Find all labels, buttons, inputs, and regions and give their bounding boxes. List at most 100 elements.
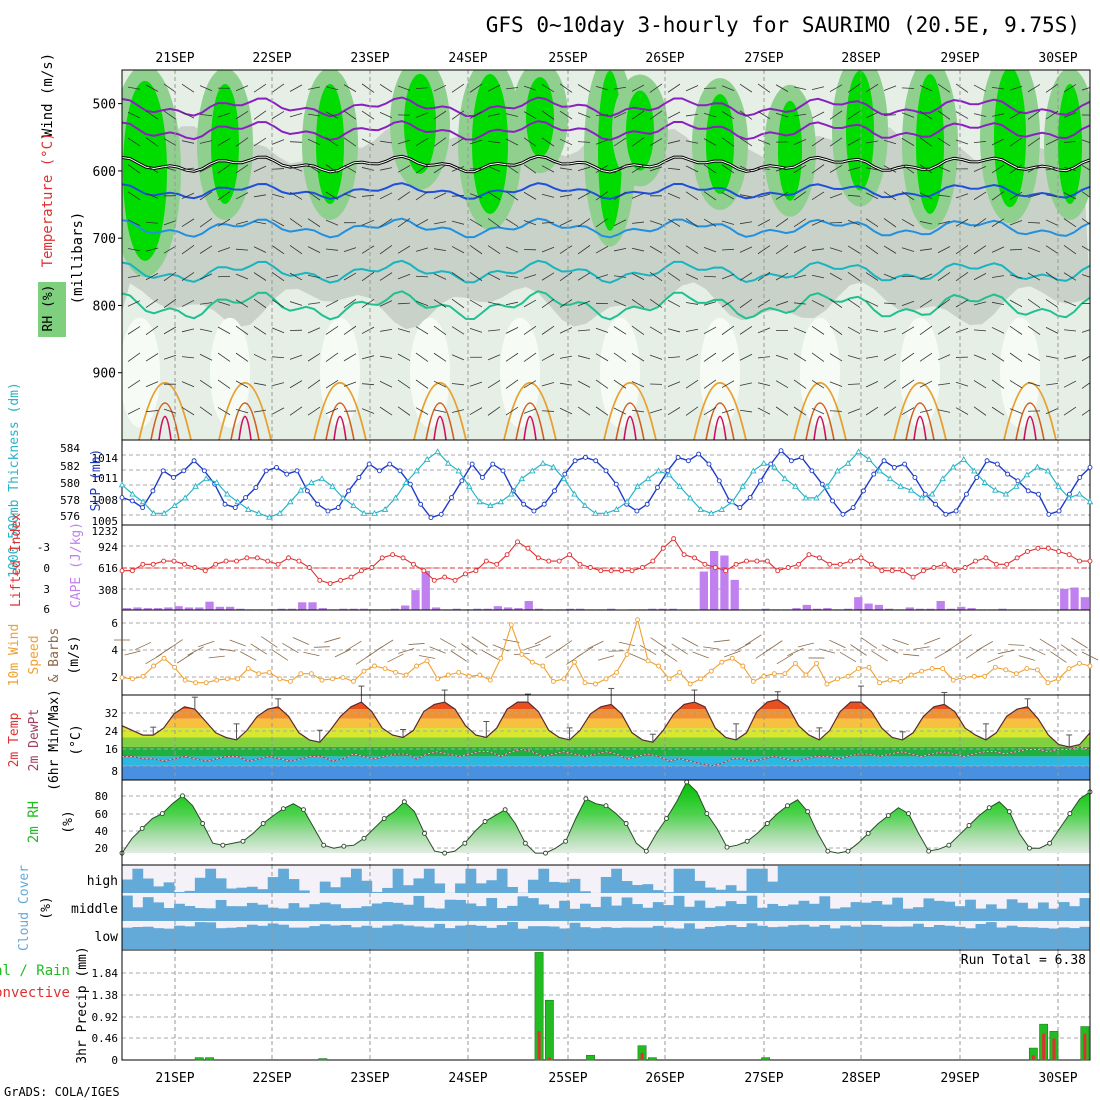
wind-barb (776, 653, 794, 665)
cloud-bar (142, 897, 154, 921)
cloud-bar (715, 906, 727, 921)
cloud-row-label: high (87, 874, 118, 889)
wind-barb (181, 167, 195, 171)
wind-barb (639, 644, 657, 656)
wind-speed-point (487, 677, 493, 683)
wind-speed-point (540, 663, 546, 669)
wind-barb (181, 83, 195, 93)
cape-bar (153, 608, 163, 610)
wind-barb (451, 298, 465, 309)
cloud-bar (684, 906, 695, 921)
cloud-bar (913, 866, 924, 893)
wind-barb (865, 272, 879, 281)
wind-barb (721, 299, 735, 308)
wind-barb (631, 110, 645, 120)
cloud-bar (392, 868, 404, 893)
wind-barb (303, 651, 320, 657)
wind-barb (145, 325, 159, 335)
slp-point (644, 501, 650, 507)
lifted-index-point (962, 565, 968, 570)
wind-speed-point (887, 677, 893, 683)
cloud-bar (1017, 902, 1028, 921)
thickness-point (171, 502, 178, 509)
wind-speed-point (214, 677, 220, 683)
wind-barb (451, 326, 465, 335)
cloud-bar (122, 927, 133, 949)
wind-barb (577, 300, 591, 307)
cape-tick: 1232 (92, 525, 119, 538)
cape-bar (967, 608, 976, 610)
wind-barb (235, 85, 249, 92)
wind-barb (487, 354, 501, 361)
thickness-point (539, 459, 547, 466)
wind-barb (307, 353, 321, 362)
cloud-bar (444, 928, 456, 949)
cloud-bar (808, 926, 820, 949)
date-label: 27SEP (744, 51, 783, 66)
wind-barb (881, 644, 899, 654)
footer-credit: GrADS: COLA/IGES (4, 1085, 120, 1099)
wind-axis-label-d: (m/s) (67, 635, 82, 674)
cloud-bar (496, 925, 508, 949)
wind-barb (667, 407, 681, 416)
wind-barb (631, 299, 645, 308)
wind-barb (469, 327, 483, 333)
cloud-bar (163, 882, 175, 893)
wind-barb (703, 301, 717, 306)
cloud-bar (840, 907, 852, 921)
wind-barb (1009, 352, 1023, 362)
wind-barb (487, 245, 501, 255)
wind-barb (631, 164, 645, 174)
wind-barb (541, 137, 555, 147)
wind-barb (1009, 85, 1023, 91)
contour-20 (122, 290, 1090, 321)
wind-barb (667, 299, 681, 308)
slp-point (943, 511, 949, 517)
wind-barb (847, 355, 861, 360)
cape-bar (298, 602, 307, 610)
cloud-bar (382, 887, 394, 893)
wind-barb (937, 298, 951, 309)
cloud-bar (923, 926, 935, 949)
cloud-bar (621, 927, 633, 949)
cloud-bar (361, 906, 373, 921)
thickness-point (676, 482, 683, 489)
wind-barb (847, 271, 861, 282)
wind-barb (289, 354, 303, 360)
wind-barb (757, 219, 771, 227)
wind-barb (629, 653, 646, 661)
wind-barb (198, 640, 215, 648)
cloud-bar (1058, 866, 1070, 893)
panel-frame (121, 949, 1091, 1061)
slp-point (1036, 491, 1041, 497)
wind-barb (534, 635, 552, 645)
wind-barb (631, 192, 645, 199)
thickness-point (907, 486, 915, 493)
dry-column (900, 317, 940, 428)
wind-barb (901, 112, 915, 118)
wind-barb (469, 407, 483, 415)
cloud-bar (548, 908, 560, 921)
thickness-point (202, 475, 210, 482)
cloud-bar (1027, 908, 1039, 921)
cloud-bar (257, 904, 269, 921)
slp-tick: 1008 (92, 494, 119, 507)
cloud-bar (278, 924, 289, 949)
cloud-bar (236, 887, 248, 893)
wind-speed-point (982, 673, 988, 679)
wind-barb (793, 406, 807, 416)
wind-barb (901, 300, 915, 306)
cloud-bar (975, 923, 987, 949)
thickness-point (371, 509, 378, 516)
wind-barb (433, 299, 447, 308)
wind-barb (991, 218, 1005, 227)
wind-barb (692, 651, 709, 659)
lifted-index-point (650, 558, 656, 564)
wind-barb (829, 353, 843, 362)
wind-barb (408, 643, 425, 645)
wind-barb (253, 272, 267, 281)
thickness-point (1065, 494, 1073, 501)
rh-point (926, 848, 932, 854)
wind-barb (145, 353, 159, 362)
wind-barb (325, 274, 339, 279)
